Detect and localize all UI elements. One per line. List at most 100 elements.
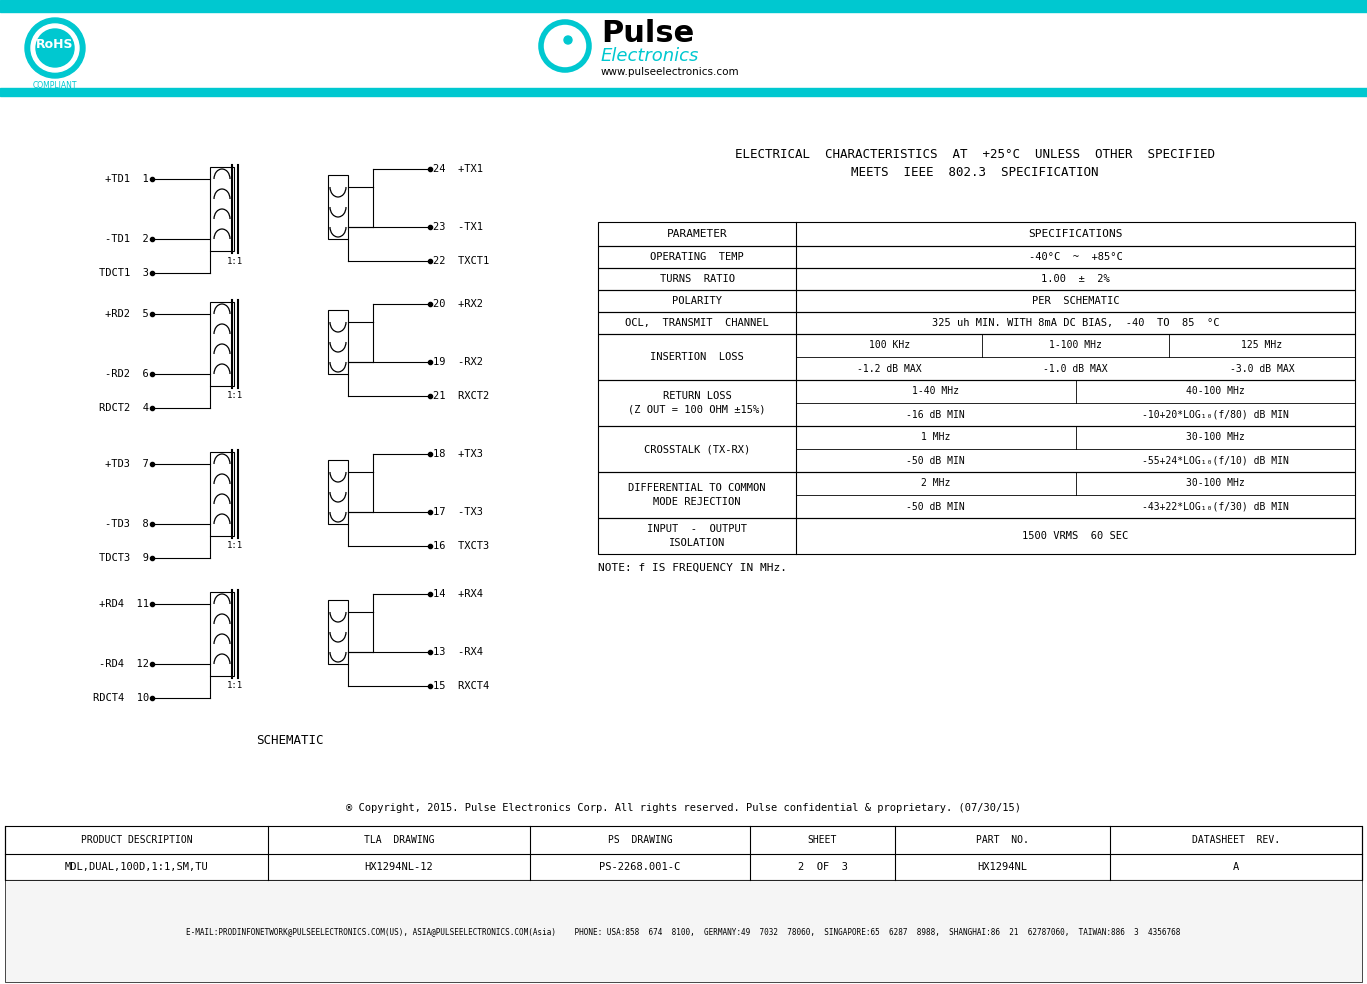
Text: DATASHEET  REV.: DATASHEET REV. <box>1192 835 1280 845</box>
Text: RDCT2  4: RDCT2 4 <box>98 403 149 413</box>
Text: 19  -RX2: 19 -RX2 <box>433 357 483 367</box>
Text: -40°C  ~  +85°C: -40°C ~ +85°C <box>1028 252 1122 262</box>
Bar <box>211 592 234 676</box>
Text: -50 dB MIN: -50 dB MIN <box>906 502 965 512</box>
Text: DIFFERENTIAL TO COMMON
MODE REJECTION: DIFFERENTIAL TO COMMON MODE REJECTION <box>629 483 766 507</box>
Text: 24  +TX1: 24 +TX1 <box>433 164 483 174</box>
Bar <box>5 880 1362 982</box>
Text: 1:1: 1:1 <box>227 682 243 691</box>
Circle shape <box>565 36 571 44</box>
Text: PS-2268.001-C: PS-2268.001-C <box>599 862 681 872</box>
Text: 2 MHz: 2 MHz <box>921 478 950 488</box>
Circle shape <box>25 18 85 78</box>
Text: -50 dB MIN: -50 dB MIN <box>906 456 965 465</box>
Text: +RD2  5: +RD2 5 <box>105 309 149 319</box>
Text: ELECTRICAL  CHARACTERISTICS  AT  +25°C  UNLESS  OTHER  SPECIFIED: ELECTRICAL CHARACTERISTICS AT +25°C UNLE… <box>735 149 1215 161</box>
Text: 30-100 MHz: 30-100 MHz <box>1187 433 1244 443</box>
Bar <box>597 246 1355 268</box>
Text: -1.0 dB MAX: -1.0 dB MAX <box>1043 363 1107 374</box>
Text: 2  OF  3: 2 OF 3 <box>797 862 848 872</box>
Text: SPECIFICATIONS: SPECIFICATIONS <box>1028 229 1122 239</box>
Bar <box>597 222 1355 246</box>
Text: MDL,DUAL,100D,1:1,SM,TU: MDL,DUAL,100D,1:1,SM,TU <box>64 862 208 872</box>
Text: Electronics: Electronics <box>601 47 700 65</box>
Text: 23  -TX1: 23 -TX1 <box>433 222 483 232</box>
Bar <box>597 312 1355 334</box>
Bar <box>597 334 1355 380</box>
Text: OCL,  TRANSMIT  CHANNEL: OCL, TRANSMIT CHANNEL <box>625 318 768 328</box>
Text: -TD3  8: -TD3 8 <box>105 519 149 529</box>
Text: 21  RXCT2: 21 RXCT2 <box>433 391 489 401</box>
Bar <box>0 0 1367 12</box>
Text: 16  TXCT3: 16 TXCT3 <box>433 541 489 551</box>
Bar <box>328 460 349 524</box>
Text: 14  +RX4: 14 +RX4 <box>433 589 483 599</box>
Text: PER  SCHEMATIC: PER SCHEMATIC <box>1032 296 1120 306</box>
Text: A: A <box>1233 862 1239 872</box>
Text: 1-100 MHz: 1-100 MHz <box>1048 340 1102 350</box>
Text: 40-100 MHz: 40-100 MHz <box>1187 387 1244 397</box>
Bar <box>5 826 1362 880</box>
Text: 20  +RX2: 20 +RX2 <box>433 299 483 309</box>
Text: 1:1: 1:1 <box>227 541 243 550</box>
Bar <box>211 167 234 251</box>
Text: INPUT  -  OUTPUT
ISOLATION: INPUT - OUTPUT ISOLATION <box>647 524 746 548</box>
Text: TURNS  RATIO: TURNS RATIO <box>659 274 734 284</box>
Text: TDCT3  9: TDCT3 9 <box>98 553 149 563</box>
Text: SHEET: SHEET <box>808 835 837 845</box>
Text: PARAMETER: PARAMETER <box>667 229 727 239</box>
Text: 1.00  ±  2%: 1.00 ± 2% <box>1042 274 1110 284</box>
Text: 30-100 MHz: 30-100 MHz <box>1187 478 1244 488</box>
Bar <box>328 175 349 239</box>
Text: 325 uh MIN. WITH 8mA DC BIAS,  -40  TO  85  °C: 325 uh MIN. WITH 8mA DC BIAS, -40 TO 85 … <box>932 318 1219 328</box>
Text: TLA  DRAWING: TLA DRAWING <box>364 835 435 845</box>
Text: 1 MHz: 1 MHz <box>921 433 950 443</box>
Text: -16 dB MIN: -16 dB MIN <box>906 409 965 419</box>
Text: -43+22*LOG₁₀(f/30) dB MIN: -43+22*LOG₁₀(f/30) dB MIN <box>1141 502 1289 512</box>
Text: 1:1: 1:1 <box>227 392 243 400</box>
Text: 17  -TX3: 17 -TX3 <box>433 507 483 517</box>
Text: -RD4  12: -RD4 12 <box>98 659 149 669</box>
Text: E-MAIL:PRODINFONETWORK@PULSEELECTRONICS.COM(US), ASIA@PULSEELECTRONICS.COM(Asia): E-MAIL:PRODINFONETWORK@PULSEELECTRONICS.… <box>186 928 1180 937</box>
Text: CROSSTALK (TX-RX): CROSSTALK (TX-RX) <box>644 444 750 454</box>
Text: PART  NO.: PART NO. <box>976 835 1029 845</box>
Text: -TD1  2: -TD1 2 <box>105 234 149 244</box>
Circle shape <box>556 28 580 52</box>
Bar <box>597 380 1355 426</box>
Text: Pulse: Pulse <box>601 20 694 48</box>
Bar <box>597 426 1355 472</box>
Text: MEETS  IEEE  802.3  SPECIFICATION: MEETS IEEE 802.3 SPECIFICATION <box>852 165 1099 178</box>
Text: -10+20*LOG₁₀(f/80) dB MIN: -10+20*LOG₁₀(f/80) dB MIN <box>1141 409 1289 419</box>
Text: 15  RXCT4: 15 RXCT4 <box>433 681 489 691</box>
Text: 125 MHz: 125 MHz <box>1241 340 1282 350</box>
Text: NOTE: f IS FREQUENCY IN MHz.: NOTE: f IS FREQUENCY IN MHz. <box>597 563 787 573</box>
Bar <box>211 302 234 386</box>
Text: RoHS: RoHS <box>37 37 74 50</box>
Text: -55+24*LOG₁₀(f/10) dB MIN: -55+24*LOG₁₀(f/10) dB MIN <box>1141 456 1289 465</box>
Text: TDCT1  3: TDCT1 3 <box>98 268 149 278</box>
Bar <box>328 600 349 664</box>
Text: 1:1: 1:1 <box>227 257 243 266</box>
Text: -RD2  6: -RD2 6 <box>105 369 149 379</box>
Bar <box>597 290 1355 312</box>
Text: RETURN LOSS
(Z OUT = 100 OHM ±15%): RETURN LOSS (Z OUT = 100 OHM ±15%) <box>629 392 766 414</box>
Text: 13  -RX4: 13 -RX4 <box>433 647 483 657</box>
Text: +TD1  1: +TD1 1 <box>105 174 149 184</box>
Bar <box>597 268 1355 290</box>
Text: 100 KHz: 100 KHz <box>868 340 909 350</box>
Text: SCHEMATIC: SCHEMATIC <box>256 733 324 747</box>
Text: INSERTION  LOSS: INSERTION LOSS <box>651 352 744 362</box>
Text: -3.0 dB MAX: -3.0 dB MAX <box>1229 363 1295 374</box>
Text: 22  TXCT1: 22 TXCT1 <box>433 256 489 266</box>
Text: 18  +TX3: 18 +TX3 <box>433 449 483 459</box>
Text: HX1294NL-12: HX1294NL-12 <box>365 862 433 872</box>
Bar <box>328 310 349 374</box>
Text: 1500 VRMS  60 SEC: 1500 VRMS 60 SEC <box>1023 531 1129 541</box>
Text: OPERATING  TEMP: OPERATING TEMP <box>651 252 744 262</box>
Text: -1.2 dB MAX: -1.2 dB MAX <box>857 363 921 374</box>
Bar <box>0 88 1367 96</box>
Circle shape <box>31 24 79 72</box>
Text: ® Copyright, 2015. Pulse Electronics Corp. All rights reserved. Pulse confidenti: ® Copyright, 2015. Pulse Electronics Cor… <box>346 803 1021 813</box>
Bar <box>211 452 234 536</box>
Text: RDCT4  10: RDCT4 10 <box>93 693 149 703</box>
